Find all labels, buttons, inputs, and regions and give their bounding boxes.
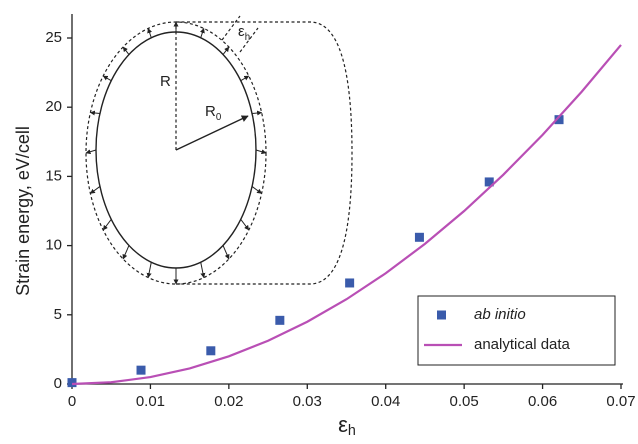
strain-arrow [251, 186, 262, 194]
y-axis-label: Strain energy, eV/cell [13, 126, 33, 296]
strain-arrow [255, 149, 267, 155]
legend-marker [437, 310, 446, 320]
x-tick-label: 0.05 [450, 393, 479, 410]
point [414, 232, 424, 242]
y-tick-label: 5 [54, 306, 62, 323]
label-main: R [160, 73, 171, 90]
label-subscript: h [348, 423, 356, 439]
point [136, 365, 146, 375]
x-tick-label: 0.04 [371, 393, 400, 410]
strain-guide [221, 15, 241, 41]
legend-label: analytical data [474, 336, 571, 353]
label-subscript: h [245, 32, 250, 43]
annotation: R0 [205, 103, 222, 123]
strain-arrow [147, 27, 152, 38]
strain-arrow [146, 262, 152, 279]
strain-arrow [122, 46, 130, 55]
legend-label: ab initio [474, 306, 526, 323]
radius-r0 [175, 115, 249, 151]
y-tick-label: 15 [45, 167, 62, 184]
label-main: ε [338, 412, 348, 437]
strain-arrow [252, 110, 263, 116]
strain-arrow [240, 75, 250, 82]
x-tick-label: 0.03 [293, 393, 322, 410]
inset-diagram: R R0 εh [85, 15, 353, 285]
strain-arrow [122, 245, 130, 260]
strain-arrow [89, 110, 100, 116]
strain-arrow [90, 186, 101, 194]
annotation: εh [238, 23, 250, 43]
x-tick-label: 0.06 [528, 393, 557, 410]
strain-arrow [102, 75, 112, 82]
point [67, 378, 77, 388]
point [484, 177, 494, 187]
point [275, 315, 285, 325]
label-subscript: 0 [216, 112, 222, 123]
strain-arrow [222, 245, 230, 260]
x-tick-label: 0 [68, 393, 76, 410]
line [71, 44, 622, 386]
label-main: R [205, 103, 216, 120]
strain-arrow [200, 27, 205, 38]
label-main: ε [238, 23, 245, 40]
y-tick-label: 20 [45, 98, 62, 115]
y-tick-label: 0 [54, 375, 62, 392]
strain-arrow [222, 46, 230, 55]
strain-arrow [102, 219, 112, 231]
strain-arrow [240, 219, 250, 231]
x-tick-label: 0.07 [606, 393, 635, 410]
point [554, 115, 564, 125]
point [345, 278, 355, 288]
y-tick-label: 10 [45, 237, 62, 254]
strain-guide [239, 27, 259, 53]
annotation: R [160, 73, 171, 90]
strain-arrow [85, 149, 97, 155]
x-tick-label: 0.02 [214, 393, 243, 410]
point [206, 346, 216, 356]
x-axis-label: εh [338, 412, 356, 439]
y-tick-label: 25 [45, 29, 62, 46]
x-tick-label: 0.01 [136, 393, 165, 410]
legend-box [417, 295, 616, 366]
cylinder-outline [176, 21, 353, 285]
strain-arrow [200, 262, 206, 279]
